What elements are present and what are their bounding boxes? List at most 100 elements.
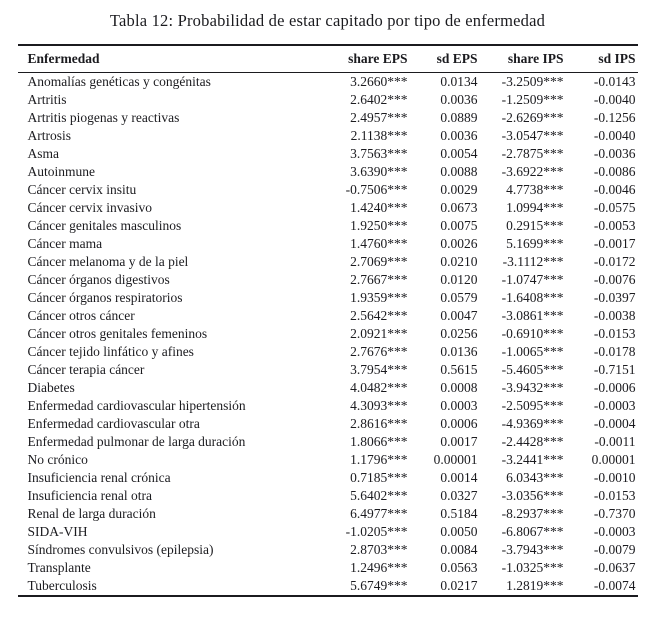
- value-cell-sd-ips: -0.0036: [593, 146, 636, 161]
- value-cell-share-ips: 6.0343***: [506, 470, 564, 485]
- value-cell-share-eps: 1.9250***: [350, 218, 408, 233]
- value-cell-share-ips: -3.0356***: [501, 488, 564, 503]
- value-cell-share-ips: 1.0994***: [506, 200, 564, 215]
- value-cell-sd-eps: 0.0014: [440, 470, 478, 485]
- disease-name-cell: Cáncer órganos digestivos: [27, 272, 170, 287]
- table-body: Anomalías genéticas y congénitas 3.2660**…: [18, 73, 638, 597]
- value-cell-sd-ips: -0.0637: [593, 560, 636, 575]
- table-row: Artritis 2.6402*** 0.0036 -1.2509*** -0.0040: [18, 91, 638, 109]
- table-row: Asma 3.7563*** 0.0054 -2.7875*** -0.0036: [18, 145, 638, 163]
- value-cell-share-eps: 5.6402***: [350, 488, 408, 503]
- disease-name-cell: Cáncer melanoma y de la piel: [27, 254, 189, 269]
- value-cell-sd-eps: 0.0026: [440, 236, 478, 251]
- disease-name-cell: Cáncer tejido linfático y afines: [27, 344, 194, 359]
- value-cell-sd-ips: -0.0046: [593, 182, 636, 197]
- value-cell-sd-eps: 0.0563: [440, 560, 478, 575]
- disease-name-cell: No crónico: [27, 452, 88, 467]
- table-row: Enfermedad cardiovascular otra 2.8616*** 0…: [18, 415, 638, 433]
- value-cell-share-eps: 3.2660***: [350, 74, 408, 89]
- value-cell-sd-ips: -0.0003: [593, 398, 636, 413]
- value-cell-sd-ips: -0.0017: [593, 236, 636, 251]
- table-row: Cáncer cervix invasivo 1.4240*** 0.0673 1.0…: [18, 199, 638, 217]
- table-row: Transplante 1.2496*** 0.0563 -1.0325*** -0.0…: [18, 559, 638, 577]
- value-cell-share-ips: -8.2937***: [501, 506, 564, 521]
- value-cell-sd-ips: -0.0397: [593, 290, 636, 305]
- value-cell-share-ips: -3.7943***: [501, 542, 564, 557]
- value-cell-sd-ips: -0.0004: [593, 416, 636, 431]
- value-cell-share-eps: 2.7667***: [350, 272, 408, 287]
- table-row: Cáncer tejido linfático y afines 2.7676**…: [18, 343, 638, 361]
- column-header-share-eps: share EPS: [313, 45, 410, 73]
- table-row: Diabetes 4.0482*** 0.0008 -3.9432*** -0.0006: [18, 379, 638, 397]
- value-cell-share-ips: -3.9432***: [501, 380, 564, 395]
- column-header-share-ips: share IPS: [479, 45, 566, 73]
- value-cell-share-ips: 1.2819***: [506, 578, 564, 593]
- value-cell-share-eps: 3.6390***: [350, 164, 408, 179]
- value-cell-sd-eps: 0.0088: [440, 164, 478, 179]
- table-row: Anomalías genéticas y congénitas 3.2660**…: [18, 73, 638, 92]
- disease-name-cell: Anomalías genéticas y congénitas: [27, 74, 211, 89]
- table-row: Cáncer terapia cáncer 3.7954*** 0.5615 -5.4…: [18, 361, 638, 379]
- table-row: No crónico 1.1796*** 0.00001 -3.2441*** 0.00…: [18, 451, 638, 469]
- disease-name-cell: Cáncer mama: [27, 236, 103, 251]
- value-cell-share-eps: 2.8616***: [350, 416, 408, 431]
- value-cell-share-ips: -1.0065***: [501, 344, 564, 359]
- disease-name-cell: Cáncer genitales masculinos: [27, 218, 182, 233]
- value-cell-share-eps: 4.0482***: [350, 380, 408, 395]
- table-row: Cáncer otros genitales femeninos 2.0921**…: [18, 325, 638, 343]
- value-cell-sd-ips: -0.0006: [593, 380, 636, 395]
- value-cell-sd-eps: 0.0889: [440, 110, 478, 125]
- value-cell-share-eps: 2.4957***: [350, 110, 408, 125]
- disease-name-cell: Autoinmune: [27, 164, 96, 179]
- value-cell-sd-eps: 0.0036: [440, 128, 478, 143]
- value-cell-sd-eps: 0.0120: [440, 272, 478, 287]
- value-cell-sd-ips: -0.0040: [593, 128, 636, 143]
- table-header: Enfermedad share EPS sd EPS share IPS sd IPS: [17, 45, 638, 73]
- disease-name-cell: Cáncer terapia cáncer: [27, 362, 145, 377]
- column-header-sd-eps: sd EPS: [409, 45, 480, 73]
- value-cell-share-ips: -5.4605***: [501, 362, 564, 377]
- value-cell-sd-eps: 0.5184: [440, 506, 478, 521]
- value-cell-share-ips: 4.7738***: [506, 182, 564, 197]
- value-cell-sd-ips: -0.0011: [594, 434, 636, 449]
- value-cell-share-ips: -6.8067***: [501, 524, 564, 539]
- value-cell-share-eps: 1.9359***: [350, 290, 408, 305]
- disease-name-cell: Insuficiencia renal crónica: [27, 470, 171, 485]
- value-cell-sd-ips: -0.0153: [593, 326, 636, 341]
- value-cell-sd-eps: 0.0017: [440, 434, 478, 449]
- value-cell-sd-eps: 0.5615: [440, 362, 478, 377]
- value-cell-share-eps: 2.7676***: [350, 344, 408, 359]
- value-cell-sd-ips: -0.0040: [593, 92, 636, 107]
- table-row: Tuberculosis 5.6749*** 0.0217 1.2819*** -0.0…: [18, 577, 638, 596]
- table-row: Cáncer mama 1.4760*** 0.0026 5.1699*** -0.00…: [18, 235, 638, 253]
- value-cell-share-ips: -1.6408***: [501, 290, 564, 305]
- disease-name-cell: Renal de larga duración: [27, 506, 156, 521]
- value-cell-sd-eps: 0.0136: [440, 344, 478, 359]
- value-cell-sd-eps: 0.0084: [440, 542, 478, 557]
- value-cell-sd-eps: 0.0579: [440, 290, 478, 305]
- value-cell-sd-ips: -0.7370: [593, 506, 636, 521]
- disease-name-cell: Cáncer cervix invasivo: [27, 200, 152, 215]
- value-cell-share-eps: 5.6749***: [350, 578, 408, 593]
- value-cell-share-eps: 1.8066***: [350, 434, 408, 449]
- value-cell-sd-ips: -0.0086: [593, 164, 636, 179]
- table-row: Insuficiencia renal otra 5.6402*** 0.0327 -…: [18, 487, 638, 505]
- value-cell-sd-eps: 0.0673: [440, 200, 478, 215]
- disease-name-cell: Enfermedad pulmonar de larga duración: [27, 434, 246, 449]
- disease-name-cell: Síndromes convulsivos (epilepsia): [27, 542, 214, 557]
- value-cell-share-ips: 0.2915***: [506, 218, 564, 233]
- value-cell-sd-ips: -0.0178: [593, 344, 636, 359]
- value-cell-share-ips: -2.7875***: [501, 146, 564, 161]
- value-cell-share-ips: -3.0547***: [501, 128, 564, 143]
- table-row: Enfermedad pulmonar de larga duración 1.8…: [18, 433, 638, 451]
- value-cell-sd-ips: -0.7151: [593, 362, 636, 377]
- value-cell-sd-ips: -0.0074: [593, 578, 636, 593]
- value-cell-share-ips: -2.5095***: [501, 398, 564, 413]
- value-cell-share-eps: 3.7563***: [350, 146, 408, 161]
- table-row: Enfermedad cardiovascular hipertensión 4.…: [18, 397, 638, 415]
- value-cell-share-eps: 1.1796***: [350, 452, 408, 467]
- value-cell-sd-ips: -0.0575: [593, 200, 636, 215]
- value-cell-share-eps: 2.7069***: [350, 254, 408, 269]
- value-cell-sd-eps: 0.0210: [440, 254, 478, 269]
- disease-name-cell: Cáncer otros cáncer: [27, 308, 135, 323]
